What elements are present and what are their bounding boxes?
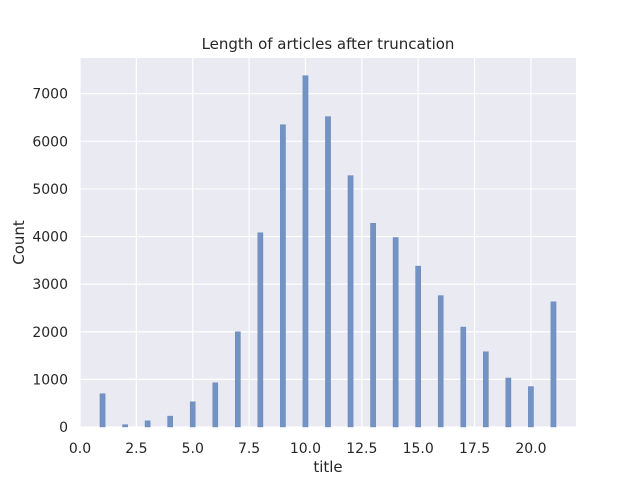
bar (528, 386, 534, 428)
x-tick-label: 7.5 (238, 441, 260, 457)
bar (99, 393, 106, 428)
bar (550, 301, 557, 428)
x-axis-label: title (313, 458, 342, 476)
bar (437, 295, 444, 428)
bar (144, 420, 151, 428)
x-tick-label: 0.0 (69, 441, 91, 457)
y-tick-label: 3000 (32, 277, 68, 293)
x-axis-ticks: 0.0 2.5 5.0 7.5 10.0 12.5 15.0 17.5 20.0 (69, 441, 547, 457)
bar (167, 415, 173, 428)
y-tick-label: 5000 (32, 182, 68, 198)
x-tick-label: 2.5 (125, 441, 147, 457)
x-tick-label: 20.0 (515, 441, 546, 457)
chart-title: Length of articles after truncation (202, 35, 455, 53)
bar (302, 75, 309, 428)
bar (280, 124, 286, 428)
bar (460, 326, 467, 428)
bar (122, 424, 128, 428)
y-tick-label: 7000 (32, 87, 68, 103)
bar (235, 331, 241, 428)
bar (347, 175, 354, 428)
bar (483, 351, 489, 428)
y-tick-label: 0 (59, 420, 68, 436)
bar (370, 223, 376, 428)
y-axis-ticks: 0 1000 2000 3000 4000 5000 6000 7000 (32, 87, 68, 436)
bar (325, 116, 331, 428)
y-axis-label: Count (10, 220, 28, 265)
y-tick-label: 2000 (32, 325, 68, 341)
y-tick-label: 1000 (32, 372, 68, 388)
bar (392, 237, 399, 428)
y-tick-label: 6000 (32, 134, 68, 150)
bar (505, 377, 512, 428)
y-tick-label: 4000 (32, 230, 68, 246)
bar (257, 232, 264, 428)
x-tick-label: 5.0 (182, 441, 204, 457)
bar (189, 401, 196, 428)
bar (212, 382, 219, 428)
x-tick-label: 10.0 (290, 441, 321, 457)
x-tick-label: 12.5 (346, 441, 377, 457)
x-tick-label: 17.5 (459, 441, 490, 457)
bar (415, 265, 421, 428)
bars (99, 75, 557, 428)
x-tick-label: 15.0 (403, 441, 434, 457)
